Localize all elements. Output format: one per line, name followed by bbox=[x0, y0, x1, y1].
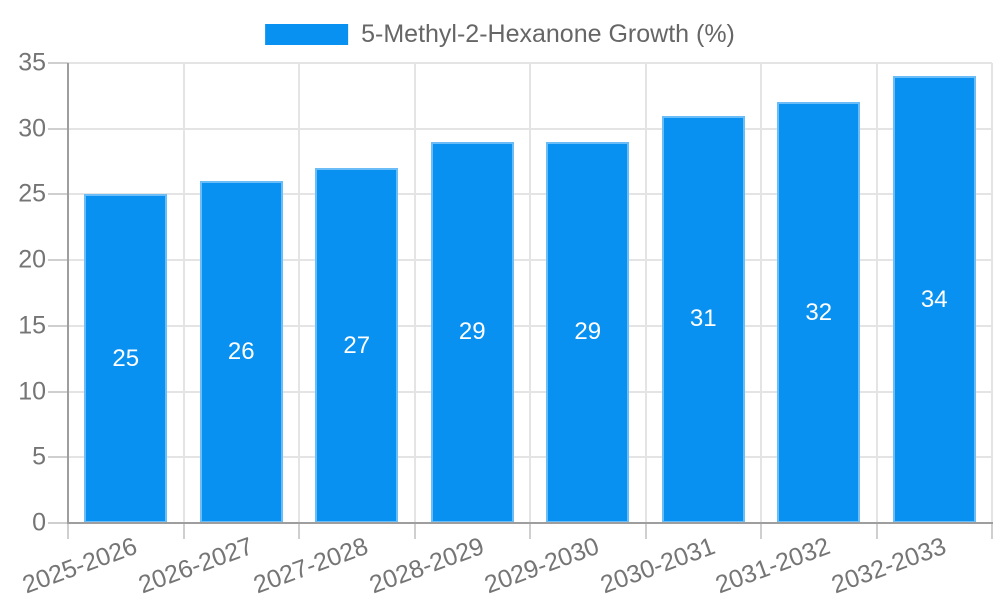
y-tick-mark bbox=[48, 193, 68, 196]
y-tick-label: 35 bbox=[18, 48, 46, 77]
x-category-label: 2027-2028 bbox=[250, 532, 372, 600]
bar-value-label: 34 bbox=[920, 285, 948, 313]
x-tick-mark bbox=[875, 523, 878, 539]
y-tick-label: 10 bbox=[18, 377, 46, 406]
bar[interactable]: 29 bbox=[546, 141, 630, 523]
bar[interactable]: 26 bbox=[199, 181, 283, 523]
x-category-label: 2030-2031 bbox=[596, 532, 719, 600]
x-tick-mark bbox=[413, 523, 416, 539]
x-tick-mark bbox=[760, 523, 762, 539]
y-axis-line bbox=[67, 63, 69, 524]
x-category-label: 2028-2029 bbox=[365, 532, 488, 600]
y-tick-mark bbox=[48, 127, 68, 130]
y-tick-label: 30 bbox=[18, 114, 46, 143]
y-tick-mark bbox=[48, 324, 68, 327]
x-category-label: 2029-2030 bbox=[481, 532, 603, 600]
y-tick-mark bbox=[48, 62, 68, 64]
x-gridline bbox=[182, 63, 185, 523]
x-tick-mark bbox=[991, 523, 993, 539]
bar[interactable]: 25 bbox=[84, 194, 168, 523]
x-tick-mark bbox=[182, 523, 185, 539]
x-gridline bbox=[991, 63, 993, 523]
bar-value-label: 27 bbox=[343, 331, 371, 359]
x-gridline bbox=[413, 63, 416, 523]
x-gridline bbox=[760, 63, 762, 523]
x-gridline bbox=[298, 63, 300, 523]
bar[interactable]: 31 bbox=[661, 115, 745, 523]
x-category-label: 2032-2033 bbox=[827, 532, 950, 600]
y-tick-mark bbox=[48, 522, 68, 524]
bar[interactable]: 29 bbox=[430, 141, 514, 523]
y-tick-mark bbox=[48, 259, 68, 262]
x-gridline bbox=[529, 63, 531, 523]
bar-value-label: 29 bbox=[458, 318, 486, 346]
x-gridline bbox=[644, 63, 647, 523]
y-tick-label: 25 bbox=[18, 179, 46, 208]
y-tick-label: 5 bbox=[32, 442, 46, 471]
bar-value-label: 29 bbox=[574, 318, 602, 346]
y-tick-mark bbox=[48, 390, 68, 393]
x-gridline bbox=[875, 63, 878, 523]
x-tick-mark bbox=[644, 523, 647, 539]
x-tick-mark bbox=[67, 523, 69, 539]
y-tick-label: 0 bbox=[32, 508, 46, 537]
legend-swatch bbox=[265, 24, 349, 45]
x-tick-mark bbox=[298, 523, 300, 539]
x-tick-mark bbox=[529, 523, 531, 539]
bar-value-label: 25 bbox=[112, 344, 140, 372]
chart-legend[interactable]: 5-Methyl-2-Hexanone Growth (%) bbox=[265, 20, 735, 49]
bar-value-label: 32 bbox=[805, 298, 833, 326]
x-axis-line bbox=[67, 522, 993, 524]
y-tick-mark bbox=[48, 456, 68, 459]
legend-label: 5-Methyl-2-Hexanone Growth (%) bbox=[361, 20, 735, 48]
x-category-label: 2025-2026 bbox=[19, 532, 141, 600]
y-tick-label: 20 bbox=[18, 245, 46, 274]
bar[interactable]: 32 bbox=[777, 102, 861, 523]
x-category-label: 2026-2027 bbox=[134, 532, 257, 600]
bar-value-label: 26 bbox=[227, 338, 255, 366]
bar[interactable]: 34 bbox=[892, 76, 976, 523]
bar[interactable]: 27 bbox=[315, 168, 399, 523]
bar-value-label: 31 bbox=[689, 305, 717, 333]
x-category-label: 2031-2032 bbox=[712, 532, 834, 600]
y-tick-label: 15 bbox=[18, 311, 46, 340]
